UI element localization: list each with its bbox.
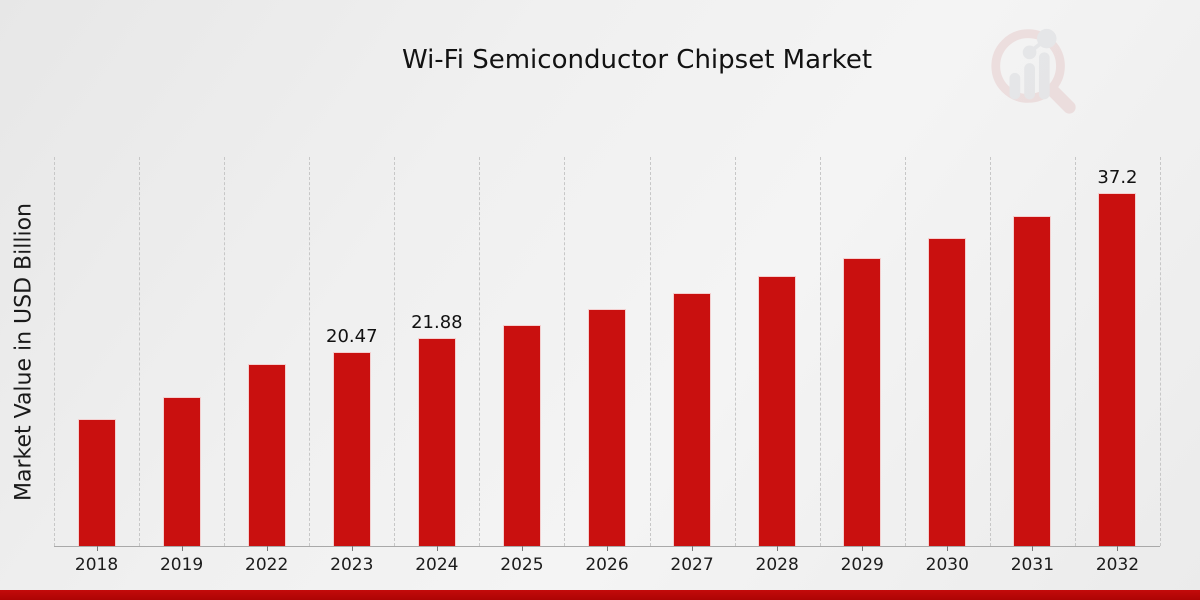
bar-2031 [1013, 215, 1052, 546]
gridline [479, 157, 481, 546]
bar-2028 [758, 275, 797, 546]
bar-2027 [673, 292, 712, 546]
chart-title: Wi-Fi Semiconductor Chipset Market [401, 45, 873, 75]
x-axis-label: 2028 [755, 555, 799, 575]
magnifier-bar-chart-logo-icon [991, 28, 1076, 114]
x-axis-tick [862, 546, 864, 551]
x-axis-label: 2018 [74, 555, 119, 575]
gridline [819, 157, 821, 546]
x-axis-label: 2023 [330, 555, 374, 575]
x-axis-tick [947, 546, 949, 551]
x-axis-tick [1032, 546, 1034, 551]
x-axis-tick [521, 546, 523, 551]
x-axis-label: 2024 [415, 555, 459, 575]
bar-2019 [162, 397, 201, 546]
x-axis-tick [436, 546, 438, 551]
bar-2023 [332, 351, 371, 546]
gridline [394, 157, 396, 546]
gridline [224, 157, 226, 546]
x-axis-label: 2022 [245, 555, 289, 575]
bar-2025 [502, 324, 541, 546]
x-axis-label: 2032 [1095, 555, 1140, 575]
gridline [1074, 157, 1076, 546]
bar-value-label: 21.88 [411, 312, 463, 334]
x-axis-tick [181, 546, 183, 551]
gridline [139, 157, 141, 546]
x-axis-label: 2019 [159, 555, 204, 575]
x-axis-label: 2030 [925, 555, 969, 575]
bar-2018 [77, 418, 116, 546]
bar-2032 [1098, 193, 1137, 546]
bar-2030 [928, 237, 967, 546]
bar-value-label: 20.47 [326, 325, 378, 347]
x-axis-tick [692, 546, 694, 551]
gridline [564, 157, 566, 546]
plot-area: 2018 2019 2022 20.47 2023 21.88 2024 2025 2026 20… [54, 157, 1161, 575]
x-axis-tick [777, 546, 779, 551]
x-axis-tick [607, 546, 608, 551]
gridline [1160, 157, 1161, 546]
x-axis-label: 2031 [1010, 555, 1055, 575]
gridline [989, 157, 991, 546]
x-axis-label: 2026 [585, 555, 629, 575]
bar-2022 [247, 363, 286, 546]
bar-2029 [843, 257, 882, 546]
footer-accent-bar [0, 590, 1200, 600]
x-axis-tick [351, 546, 353, 551]
x-axis-label: 2025 [500, 555, 544, 575]
x-axis-tick [1117, 546, 1119, 551]
gridline [649, 157, 651, 546]
gridline [904, 157, 906, 546]
bar-value-label: 37.2 [1097, 167, 1138, 189]
x-axis-label: 2027 [670, 555, 714, 575]
bar-2026 [588, 308, 626, 546]
bar-2024 [417, 338, 456, 546]
gridline [309, 157, 311, 546]
x-axis-tick [96, 546, 98, 551]
x-axis-label: 2029 [840, 555, 884, 575]
gridline [54, 157, 55, 546]
y-axis-label: Market Value in USD Billion [11, 202, 37, 502]
gridline [734, 157, 736, 546]
x-axis-tick [266, 546, 268, 551]
